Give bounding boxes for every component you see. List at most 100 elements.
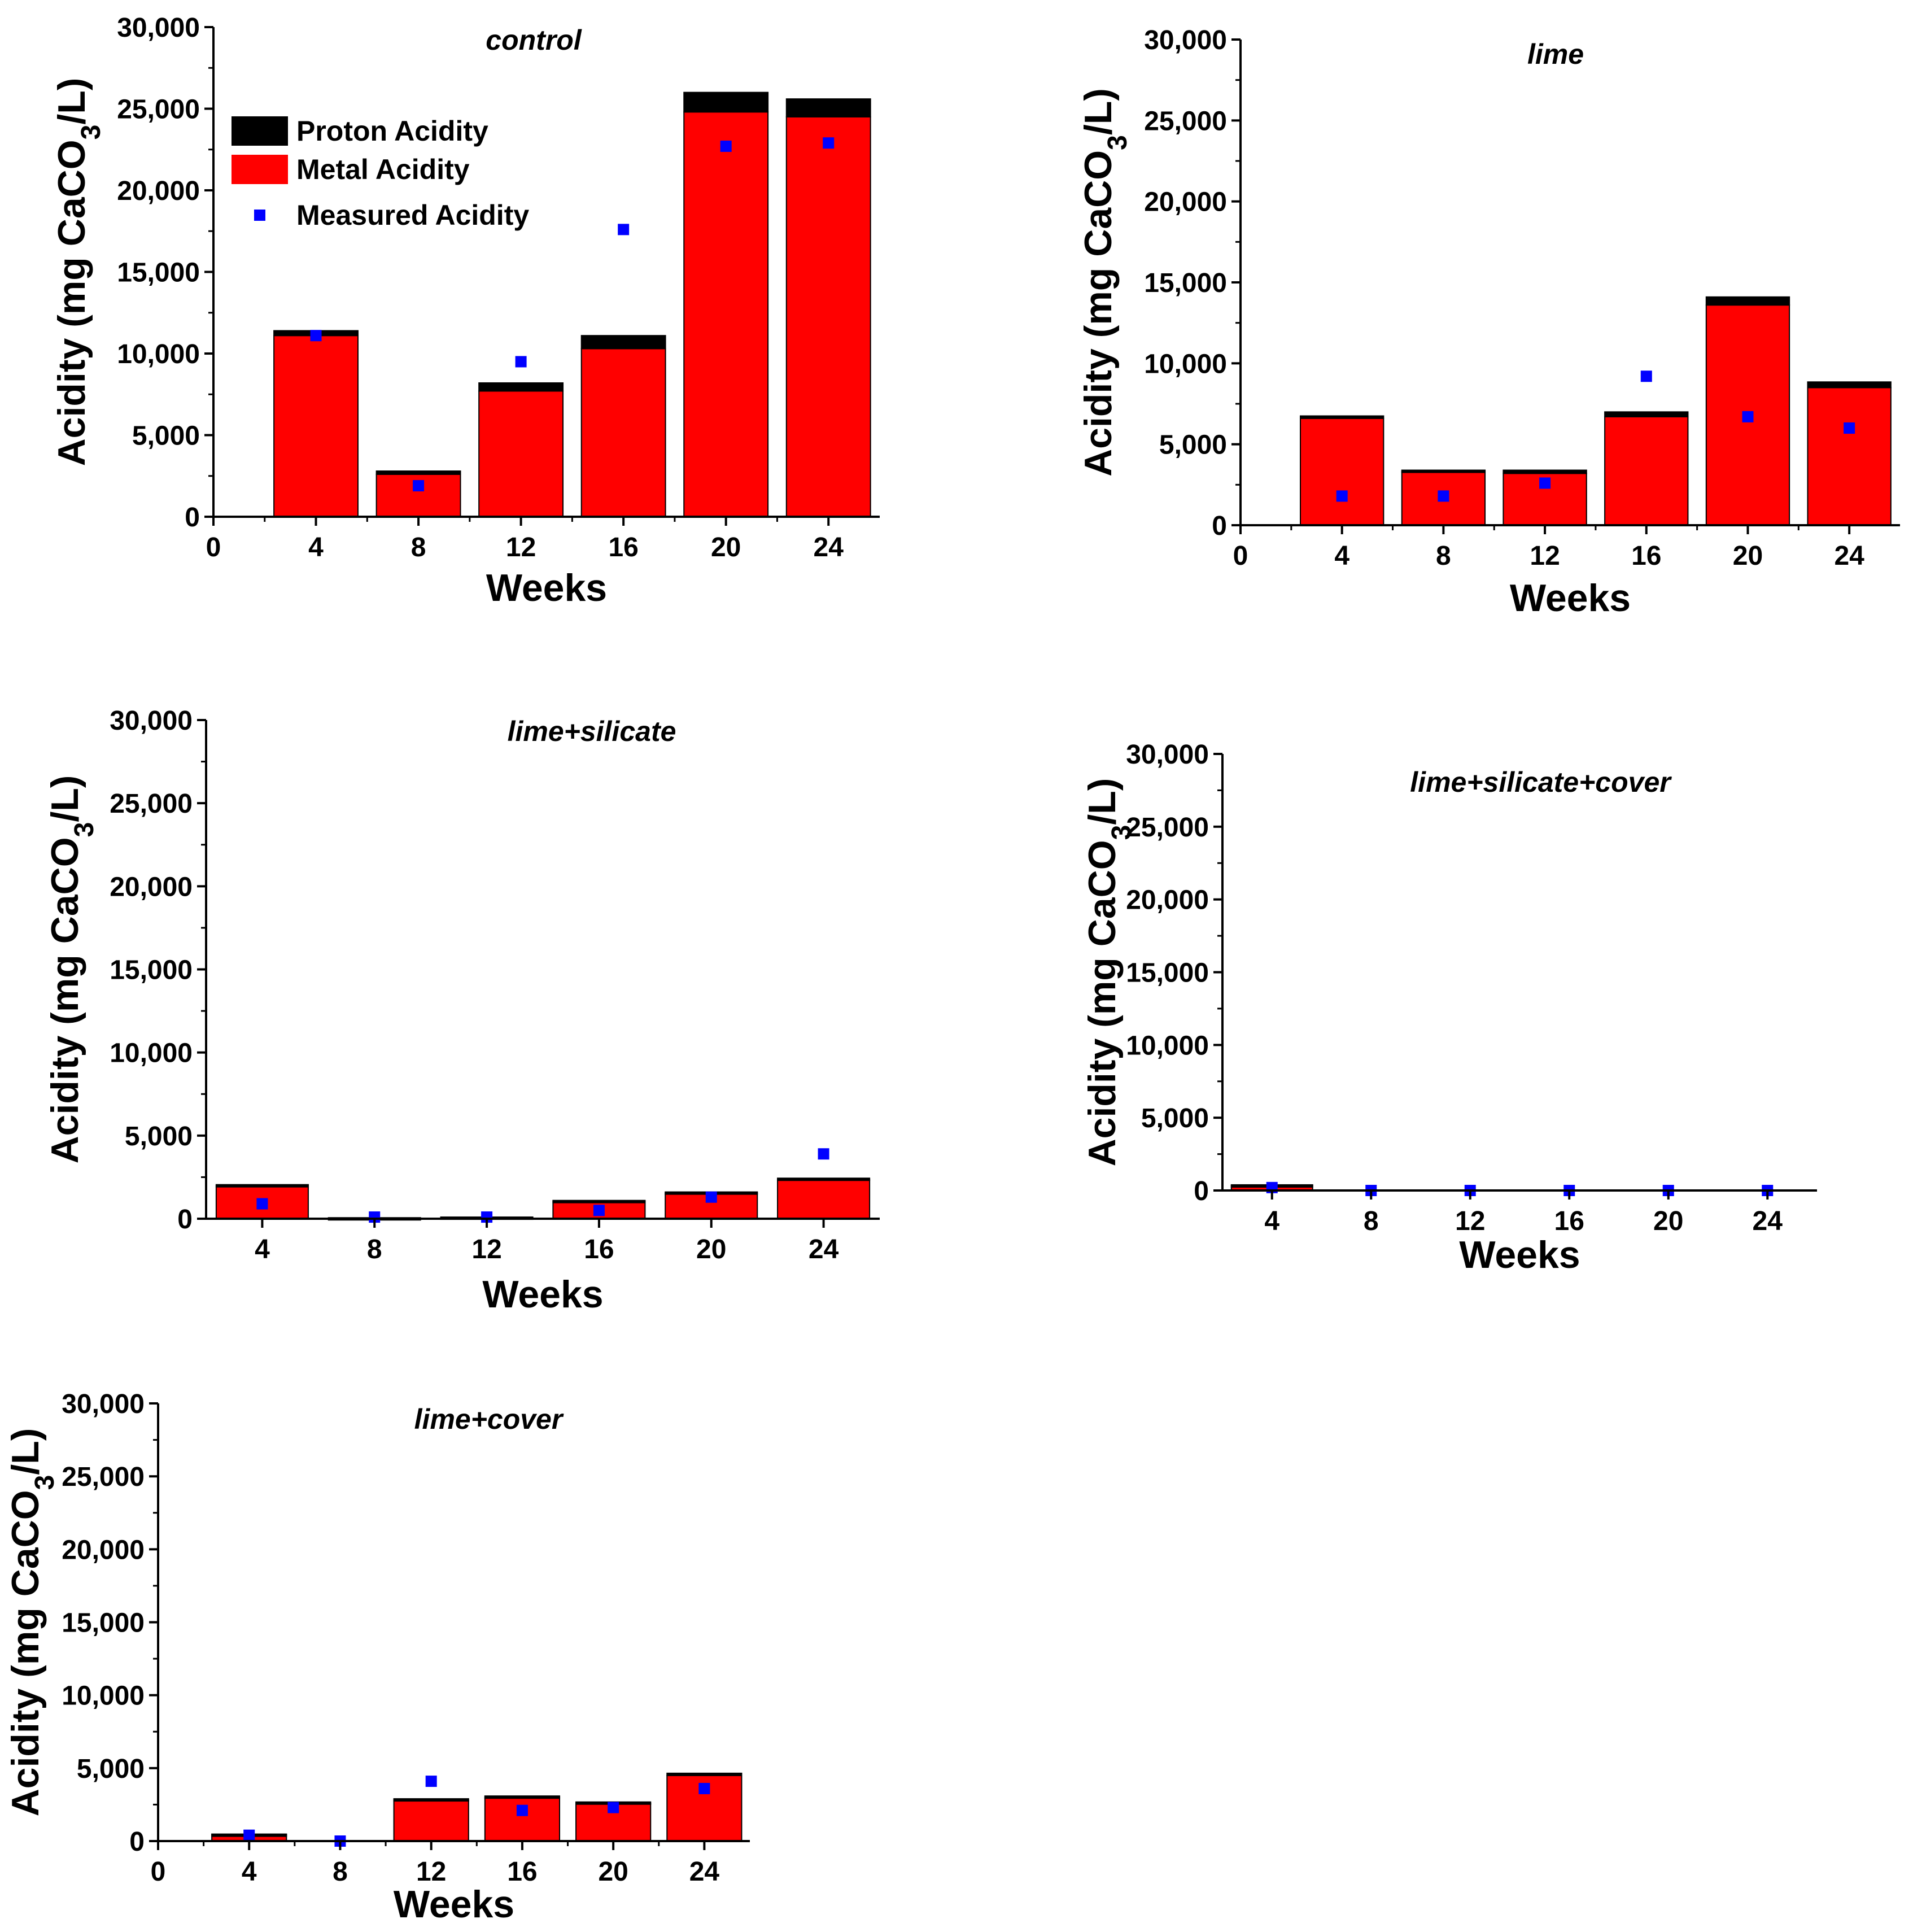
y-tick-label: 5,000 bbox=[1141, 1104, 1209, 1133]
y-axis-title: Acidity (mg CaCO3/L) bbox=[4, 1428, 60, 1817]
measured-acidity-point bbox=[720, 140, 732, 152]
measured-acidity-point bbox=[823, 137, 835, 149]
proton-acidity-bar bbox=[393, 1798, 469, 1802]
x-tick-label: 24 bbox=[1834, 541, 1864, 571]
y-tick-label: 15,000 bbox=[62, 1608, 145, 1638]
y-tick-label: 25,000 bbox=[117, 95, 200, 125]
y-tick-label: 20,000 bbox=[117, 176, 200, 206]
measured-acidity-point bbox=[256, 1198, 268, 1210]
x-tick-label: 16 bbox=[1554, 1206, 1584, 1236]
y-tick-label: 0 bbox=[1212, 511, 1227, 541]
y-tick-label: 0 bbox=[1194, 1176, 1209, 1206]
y-tick-label: 15,000 bbox=[1126, 958, 1209, 988]
y-tick-label: 30,000 bbox=[110, 706, 193, 736]
y-axis-title: Acidity (mg CaCO3/L) bbox=[1077, 88, 1133, 477]
x-tick-label: 0 bbox=[206, 533, 221, 562]
x-tick-label: 24 bbox=[809, 1235, 839, 1264]
measured-acidity-point bbox=[1539, 477, 1551, 489]
x-tick-label: 4 bbox=[255, 1235, 270, 1264]
panel-title: lime bbox=[1527, 38, 1584, 70]
measured-acidity-point bbox=[310, 330, 322, 342]
x-tick-label: 0 bbox=[151, 1857, 166, 1887]
x-tick-label: 20 bbox=[711, 533, 741, 562]
proton-acidity-bar bbox=[215, 1184, 309, 1188]
proton-acidity-bar bbox=[1807, 381, 1892, 389]
y-tick-label: 0 bbox=[185, 503, 200, 533]
x-axis-title: Weeks bbox=[486, 566, 607, 609]
measured-acidity-point bbox=[481, 1211, 493, 1223]
legend-label-proton: Proton Acidity bbox=[296, 115, 488, 147]
x-tick-label: 4 bbox=[242, 1857, 257, 1887]
x-axis-title: Weeks bbox=[1459, 1233, 1580, 1276]
x-tick-label: 12 bbox=[1530, 541, 1560, 571]
proton-acidity-bar bbox=[1300, 415, 1384, 419]
x-tick-label: 20 bbox=[696, 1235, 726, 1264]
legend-swatch-measured bbox=[254, 210, 265, 221]
x-tick-label: 8 bbox=[1436, 541, 1451, 571]
y-tick-label: 0 bbox=[177, 1205, 193, 1235]
y-tick-label: 30,000 bbox=[1144, 25, 1227, 55]
x-tick-label: 8 bbox=[1364, 1206, 1379, 1236]
x-tick-label: 0 bbox=[1233, 541, 1248, 571]
metal-acidity-bar bbox=[273, 335, 359, 518]
y-tick-label: 0 bbox=[129, 1827, 145, 1857]
y-tick-label: 30,000 bbox=[1126, 740, 1209, 770]
legend: Proton Acidity Metal Acidity Measured Acid… bbox=[232, 115, 529, 231]
x-tick-label: 24 bbox=[1753, 1206, 1783, 1236]
proton-acidity-bar bbox=[785, 98, 871, 117]
x-tick-label: 12 bbox=[471, 1235, 501, 1264]
measured-acidity-point bbox=[818, 1148, 829, 1160]
x-tick-label: 12 bbox=[506, 533, 536, 562]
chart-panel-2: 0 5,000 10,000 15,000 20,000 25,000 30,000 0 4 8 1… bbox=[1077, 25, 1900, 620]
x-tick-label: 20 bbox=[1733, 541, 1763, 571]
metal-acidity-bar bbox=[478, 390, 564, 517]
measured-acidity-point bbox=[425, 1776, 437, 1787]
measured-acidity-point bbox=[369, 1211, 381, 1223]
x-tick-label: 4 bbox=[1264, 1206, 1279, 1236]
y-tick-label: 10,000 bbox=[62, 1681, 145, 1711]
chart-panel-3: 0 5,000 10,000 15,000 20,000 25,000 30,000 4 8 12… bbox=[43, 706, 880, 1316]
y-tick-label: 5,000 bbox=[77, 1754, 145, 1784]
proton-acidity-bar bbox=[1503, 469, 1587, 474]
x-tick-label: 24 bbox=[689, 1857, 720, 1887]
metal-acidity-bar bbox=[785, 116, 871, 517]
measured-acidity-point bbox=[1844, 422, 1855, 434]
metal-acidity-bar bbox=[1300, 417, 1384, 526]
proton-acidity-bar bbox=[375, 470, 461, 475]
measured-acidity-point bbox=[1336, 490, 1348, 502]
panel-title: lime+silicate+cover bbox=[1410, 766, 1672, 798]
x-tick-label: 16 bbox=[1631, 541, 1661, 571]
y-tick-label: 15,000 bbox=[110, 956, 193, 985]
y-tick-label: 25,000 bbox=[62, 1462, 145, 1492]
measured-acidity-point bbox=[515, 356, 527, 368]
x-tick-label: 8 bbox=[411, 533, 426, 562]
y-tick-label: 30,000 bbox=[117, 13, 200, 43]
measured-acidity-point bbox=[413, 480, 425, 492]
x-axis-title: Weeks bbox=[1510, 577, 1631, 620]
x-tick-label: 20 bbox=[1653, 1206, 1683, 1236]
y-tick-label: 20,000 bbox=[62, 1535, 145, 1565]
measured-acidity-point bbox=[608, 1802, 619, 1813]
y-tick-label: 5,000 bbox=[1159, 430, 1227, 460]
x-tick-label: 8 bbox=[333, 1857, 348, 1887]
y-axis-title: Acidity (mg CaCO3/L) bbox=[43, 775, 99, 1164]
y-tick-label: 10,000 bbox=[110, 1039, 193, 1069]
proton-acidity-bar bbox=[777, 1177, 871, 1181]
proton-acidity-bar bbox=[552, 1200, 646, 1203]
y-tick-label: 30,000 bbox=[62, 1389, 145, 1419]
metal-acidity-bar bbox=[777, 1179, 871, 1220]
x-tick-label: 12 bbox=[416, 1857, 446, 1887]
legend-label-measured: Measured Acidity bbox=[296, 199, 529, 231]
y-axis-title: Acidity (mg CaCO3/L) bbox=[50, 78, 106, 466]
chart-panel-5: 0 5,000 10,000 15,000 20,000 25,000 30,000 0 4 8 1… bbox=[4, 1389, 750, 1926]
proton-acidity-bar bbox=[484, 1795, 561, 1799]
measured-acidity-point bbox=[1640, 370, 1652, 382]
x-axis-title: Weeks bbox=[482, 1273, 603, 1316]
y-tick-label: 20,000 bbox=[1144, 187, 1227, 217]
x-tick-label: 16 bbox=[584, 1235, 614, 1264]
legend-swatch-proton bbox=[232, 116, 288, 146]
metal-acidity-bar bbox=[484, 1796, 561, 1842]
x-tick-label: 16 bbox=[507, 1857, 537, 1887]
measured-acidity-point bbox=[1742, 411, 1754, 422]
y-tick-label: 20,000 bbox=[1126, 886, 1209, 915]
